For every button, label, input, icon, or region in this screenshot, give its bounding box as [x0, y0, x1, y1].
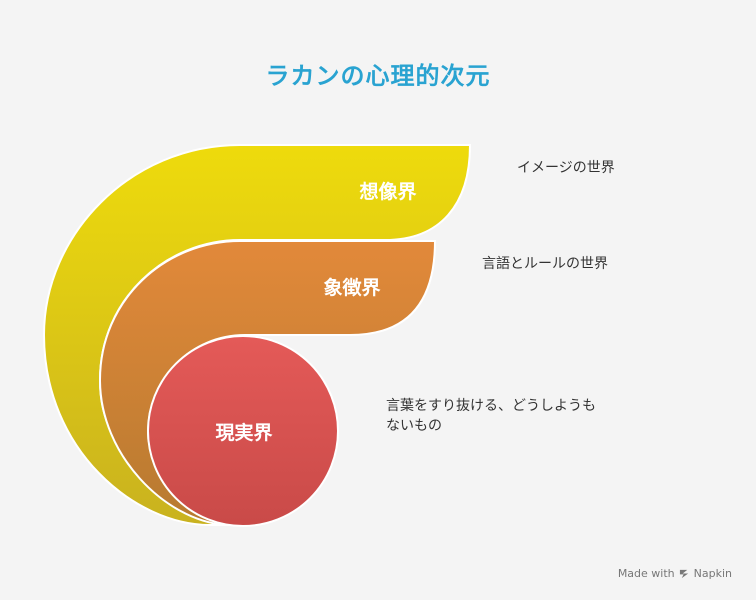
- symbolic-label: 象徴界: [323, 276, 380, 299]
- imaginary-label: 想像界: [359, 180, 416, 203]
- made-with-napkin-badge[interactable]: Made with Napkin: [618, 567, 732, 580]
- real-label: 現実界: [215, 421, 272, 444]
- diagram-title: ラカンの心理的次元: [265, 61, 491, 90]
- made-with-text: Made with: [617, 567, 675, 580]
- napkin-brand-text: Napkin: [693, 567, 732, 580]
- napkin-logo-icon: [679, 569, 688, 579]
- imaginary-description: イメージの世界: [517, 160, 615, 176]
- real-description: 言葉をすり抜ける、どうしようもないもの: [386, 398, 596, 434]
- symbolic-description: 言語とルールの世界: [482, 256, 608, 272]
- real-layer-shape: [147, 335, 339, 527]
